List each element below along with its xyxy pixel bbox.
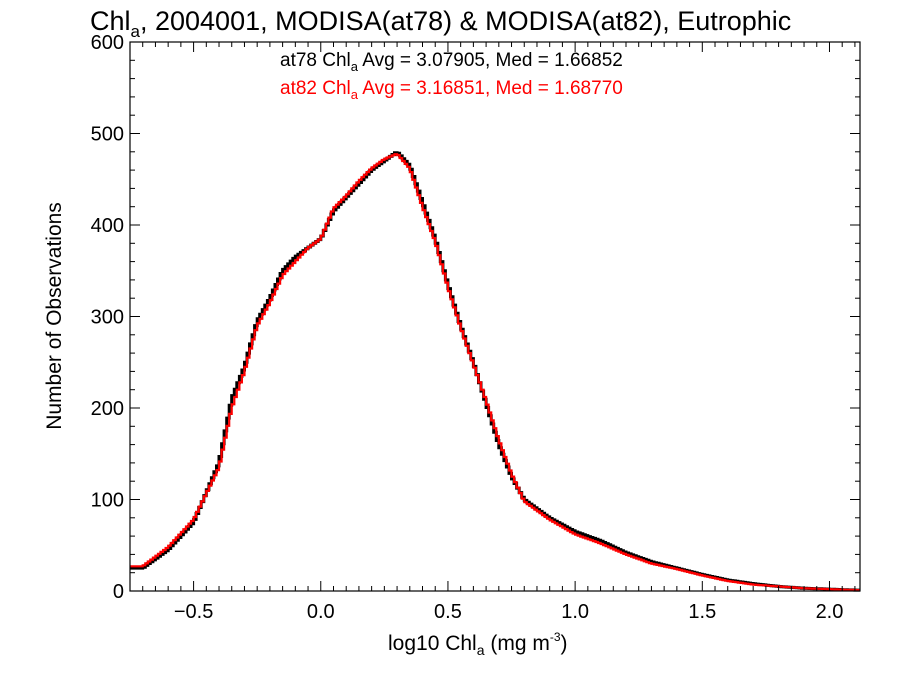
x-tick-label: 1.5 — [688, 601, 716, 623]
chart-title: Chla, 2004001, MODISA(at78) & MODISA(at8… — [90, 6, 791, 41]
plot-frame — [129, 41, 861, 592]
x-tick-label: 0.5 — [434, 601, 462, 623]
y-tick-label: 500 — [91, 124, 124, 146]
y-tick-label: 0 — [113, 581, 124, 603]
x-tick-label: 2.0 — [816, 601, 844, 623]
series-line-at82 — [130, 153, 860, 592]
x-tick-label: 1.0 — [561, 601, 589, 623]
annotation-at82: at82 Chla Avg = 3.16851, Med = 1.68770 — [280, 78, 623, 102]
x-tick-label: 0.0 — [307, 601, 335, 623]
annotation-at78: at78 Chla Avg = 3.07905, Med = 1.66852 — [280, 50, 623, 74]
x-tick-label: −0.5 — [174, 601, 213, 623]
chart-title-subscript: a — [131, 22, 141, 41]
y-tick-label: 200 — [91, 398, 124, 420]
y-axis-label: Number of Observations — [43, 202, 66, 430]
y-tick-label: 100 — [91, 490, 124, 512]
y-tick-label: 300 — [91, 307, 124, 329]
y-tick-label: 600 — [91, 32, 124, 54]
x-axis-label: log10 Chla (mg m-3) — [388, 630, 568, 658]
y-tick-label: 400 — [91, 215, 124, 237]
ticks-layer: −0.5 0.0 0.5 1.0 1.5 2.0 0 100 200 300 400 500 600 — [91, 32, 860, 623]
series-layer — [130, 151, 860, 592]
series-line-at78 — [130, 151, 860, 592]
